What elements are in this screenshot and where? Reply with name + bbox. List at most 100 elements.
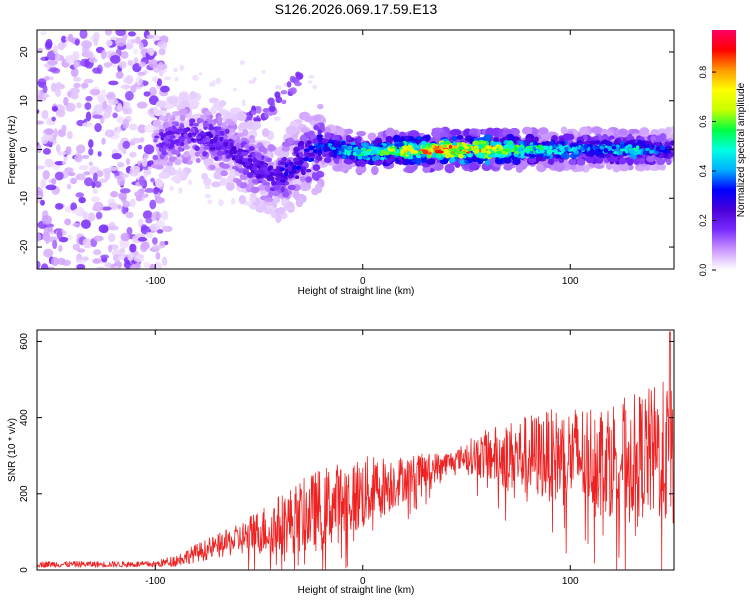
- spectrogram-ridge-blob: [533, 141, 538, 146]
- spectrogram-ridge-blob: [189, 118, 196, 124]
- spectrogram-noise-blob: [49, 76, 54, 81]
- spectrogram-ridge-blob: [626, 158, 634, 166]
- spectrogram-noise-blob: [79, 30, 88, 39]
- colorbar-scale: [712, 30, 736, 270]
- spectrogram-ridge-blob: [174, 139, 180, 144]
- spectrogram-ridge-blob: [242, 169, 248, 176]
- spectrogram-noise-blob: [152, 187, 159, 195]
- spectrogram-ridge-blob: [431, 130, 439, 137]
- spectrogram-ridge-blob: [213, 136, 219, 141]
- snr-y-ticks: 0 200 400 600: [19, 333, 674, 573]
- spectrogram-noise-blob: [131, 39, 138, 44]
- spectrogram-noise-blob: [45, 236, 50, 245]
- spectrogram-secondary-blob: [286, 81, 292, 88]
- spectrogram-ridge-blob: [514, 150, 520, 154]
- spectrogram-noise-blob: [40, 31, 47, 36]
- spectrogram-ridge-blob: [599, 145, 604, 150]
- spectrogram-ridge-blob: [283, 171, 289, 177]
- spectrogram-noise-blob: [119, 188, 131, 194]
- spectrogram-ridge-blob: [385, 136, 394, 144]
- spectrogram-ridge-blob: [202, 138, 208, 144]
- spectrogram-ridge-blob: [307, 130, 315, 136]
- spectrogram-ridge-blob: [179, 100, 190, 108]
- spectrogram-ridge-blob: [242, 129, 249, 136]
- spectrogram-ridge-blob: [258, 146, 267, 152]
- spectrogram-ridge-blob: [201, 172, 208, 180]
- spectrogram-ridge-blob: [202, 121, 209, 128]
- spectrogram-ridge-blob: [518, 140, 524, 145]
- spectrogram-noise-blob: [156, 228, 164, 234]
- spectrogram-ridge-blob: [321, 138, 329, 144]
- spectrogram-ridge-blob: [556, 154, 561, 159]
- spectrogram-noise-blob: [43, 248, 54, 258]
- spectrogram-noise-blob: [102, 100, 108, 109]
- spectrogram-noise-blob: [44, 75, 51, 81]
- spectrogram-noise-blob: [60, 35, 67, 43]
- spectrogram-ridge-blob: [594, 145, 600, 150]
- spectrogram-ridge-blob: [589, 140, 596, 146]
- spectrogram-ridge-blob: [263, 174, 268, 179]
- spectrogram-ridge-blob: [182, 157, 189, 164]
- spectrogram-noise-blob: [56, 257, 66, 265]
- spectrogram-y-tick-label: 0: [19, 146, 30, 152]
- spectrogram-ridge-blob: [341, 145, 347, 149]
- spectrogram-ridge-blob: [413, 143, 418, 148]
- spectrogram-noise-blob: [133, 255, 145, 263]
- spectrogram-noise-blob: [130, 137, 141, 144]
- spectrogram-ridge-blob: [306, 140, 312, 145]
- spectrogram-ridge-blob: [190, 128, 194, 133]
- spectrogram-ridge-blob: [420, 152, 427, 158]
- spectrogram-ridge-blob: [524, 148, 530, 153]
- spectrogram-ridge-blob: [453, 145, 459, 151]
- spectrogram-ridge-blob: [384, 151, 391, 156]
- spectrogram-ridge-blob: [152, 119, 162, 127]
- spectrogram-ridge-blob: [213, 171, 223, 180]
- colorbar-tick-label: 0.8: [698, 66, 708, 79]
- spectrogram-ridge-blob: [235, 167, 240, 172]
- spectrogram-secondary-blob: [253, 117, 262, 123]
- spectrogram-ridge-blob: [633, 158, 640, 165]
- spectrogram-ridge-blob: [292, 164, 298, 170]
- spectrogram-noise-blob: [138, 175, 145, 186]
- spectrogram-ridge-blob: [426, 159, 435, 165]
- spectrogram-noise-blob: [133, 48, 138, 55]
- spectrogram-ridge-blob: [663, 152, 669, 158]
- spectrogram-noise-blob: [57, 42, 66, 51]
- spectrogram-noise-blob: [122, 140, 131, 149]
- spectrogram-y-tick-label: 20: [19, 46, 30, 58]
- spectrogram-noise-blob: [53, 44, 58, 55]
- spectrogram-ridge-blob: [168, 96, 178, 105]
- spectrogram-noise-blob: [129, 198, 136, 208]
- spectrogram-ridge-blob: [238, 194, 247, 205]
- spectrogram-ridge-blob: [255, 169, 260, 174]
- snr-x-tick-label: 0: [360, 576, 366, 587]
- spectrogram-noise-blob: [97, 151, 102, 157]
- spectrogram-y-tick-label: -10: [19, 191, 30, 206]
- spectrogram-ridge-blob: [669, 141, 674, 146]
- spectrogram-noise-blob: [82, 211, 88, 220]
- spectrogram-ridge-blob: [197, 118, 204, 123]
- spectrogram-noise-blob: [76, 102, 82, 109]
- spectrogram-ridge-blob: [612, 164, 621, 173]
- spectrogram-ridge-blob: [314, 183, 322, 193]
- spectrogram-ridge-blob: [264, 197, 274, 203]
- spectrogram-noise-blob: [77, 248, 86, 253]
- spectrogram-ridge-blob: [426, 154, 432, 159]
- spectrogram-ridge-blob: [472, 140, 480, 146]
- spectrogram-ridge-blob: [571, 146, 576, 151]
- spectrogram-noise-blob: [139, 78, 144, 84]
- spectrogram-ridge-blob: [303, 148, 310, 153]
- spectrogram-ridge-blob: [298, 151, 304, 158]
- spectrogram-ridge-blob: [461, 151, 467, 155]
- spectrogram-ridge-blob: [587, 150, 594, 156]
- spectrogram-ridge-blob: [222, 122, 228, 129]
- spectrogram-ridge-blob: [389, 146, 394, 150]
- spectrogram-noise-blob: [37, 232, 42, 242]
- spectrogram-noise-blob: [98, 224, 109, 233]
- spectrogram-ridge-blob: [239, 121, 250, 129]
- spectrogram-noise-blob: [42, 170, 50, 180]
- spectrogram-noise-blob: [42, 148, 52, 155]
- spectrogram-ridge-blob: [553, 162, 566, 172]
- spectrogram-ridge-blob: [189, 100, 199, 110]
- spectrogram-noise-blob: [65, 146, 72, 156]
